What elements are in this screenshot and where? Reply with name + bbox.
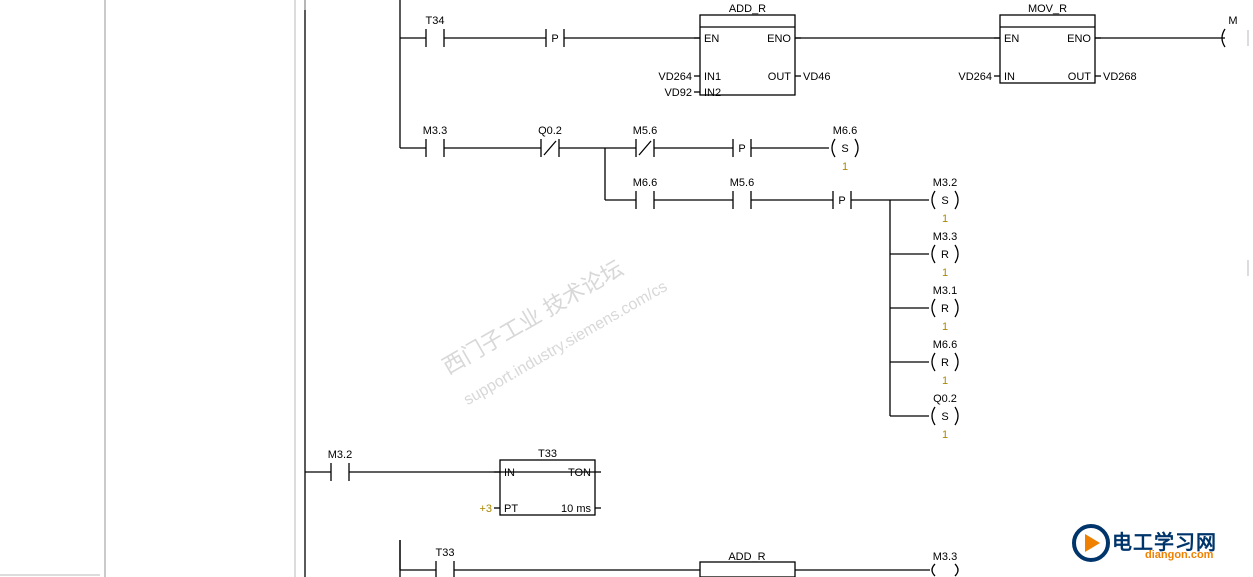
svg-text:IN2: IN2 (704, 87, 721, 99)
svg-text:OUT: OUT (768, 71, 792, 83)
svg-text:M3.3: M3.3 (933, 231, 957, 243)
svg-text:EN: EN (704, 33, 719, 45)
svg-text:ADD_R: ADD_R (729, 3, 766, 15)
svg-text:VD268: VD268 (1103, 71, 1137, 83)
svg-text:+3: +3 (479, 503, 492, 515)
svg-text:VD264: VD264 (958, 71, 992, 83)
svg-text:M3.1: M3.1 (933, 285, 957, 297)
svg-text:T33: T33 (538, 448, 557, 460)
svg-text:ENO: ENO (1067, 33, 1091, 45)
svg-text:IN: IN (1004, 71, 1015, 83)
svg-text:IN1: IN1 (704, 71, 721, 83)
svg-text:M5.6: M5.6 (730, 177, 754, 189)
svg-text:VD264: VD264 (658, 71, 692, 83)
svg-text:M6.6: M6.6 (633, 177, 657, 189)
svg-text:ENO: ENO (767, 33, 791, 45)
svg-text:M6.6: M6.6 (933, 339, 957, 351)
svg-text:P: P (551, 33, 558, 45)
svg-text:PT: PT (504, 503, 518, 515)
svg-text:M3.3: M3.3 (423, 125, 447, 137)
svg-text:S: S (941, 195, 948, 207)
svg-text:Q0.2: Q0.2 (933, 393, 957, 405)
svg-text:M3.2: M3.2 (933, 177, 957, 189)
svg-text:1: 1 (942, 375, 948, 387)
svg-text:1: 1 (942, 429, 948, 441)
svg-text:IN: IN (504, 467, 515, 479)
svg-text:M: M (1228, 15, 1237, 27)
svg-text:VD46: VD46 (803, 71, 831, 83)
svg-text:1: 1 (942, 267, 948, 279)
svg-text:S: S (941, 411, 948, 423)
svg-text:OUT: OUT (1068, 71, 1092, 83)
svg-text:R: R (941, 303, 949, 315)
svg-text:M3.3: M3.3 (933, 551, 957, 563)
svg-text:M6.6: M6.6 (833, 125, 857, 137)
svg-text:1: 1 (842, 161, 848, 173)
svg-text:P: P (738, 143, 745, 155)
svg-text:M3.2: M3.2 (328, 449, 352, 461)
svg-text:Q0.2: Q0.2 (538, 125, 562, 137)
brand-sub: diangon.com (1145, 549, 1213, 561)
svg-text:1: 1 (942, 321, 948, 333)
svg-text:P: P (838, 195, 845, 207)
svg-text:VD92: VD92 (664, 87, 692, 99)
svg-text:1: 1 (942, 213, 948, 225)
svg-text:T33: T33 (436, 547, 455, 559)
svg-text:EN: EN (1004, 33, 1019, 45)
ladder-diagram: T34PADD_RENIN1VD264IN2VD92ENOOUTVD46MOV_… (0, 0, 1253, 577)
svg-text:T34: T34 (426, 15, 445, 27)
svg-text:M5.6: M5.6 (633, 125, 657, 137)
svg-text:MOV_R: MOV_R (1028, 3, 1067, 15)
svg-text:ADD_R: ADD_R (728, 551, 765, 563)
svg-text:R: R (941, 357, 949, 369)
svg-text:S: S (841, 143, 848, 155)
svg-text:10 ms: 10 ms (561, 503, 591, 515)
svg-text:TON: TON (568, 467, 591, 479)
svg-text:R: R (941, 249, 949, 261)
